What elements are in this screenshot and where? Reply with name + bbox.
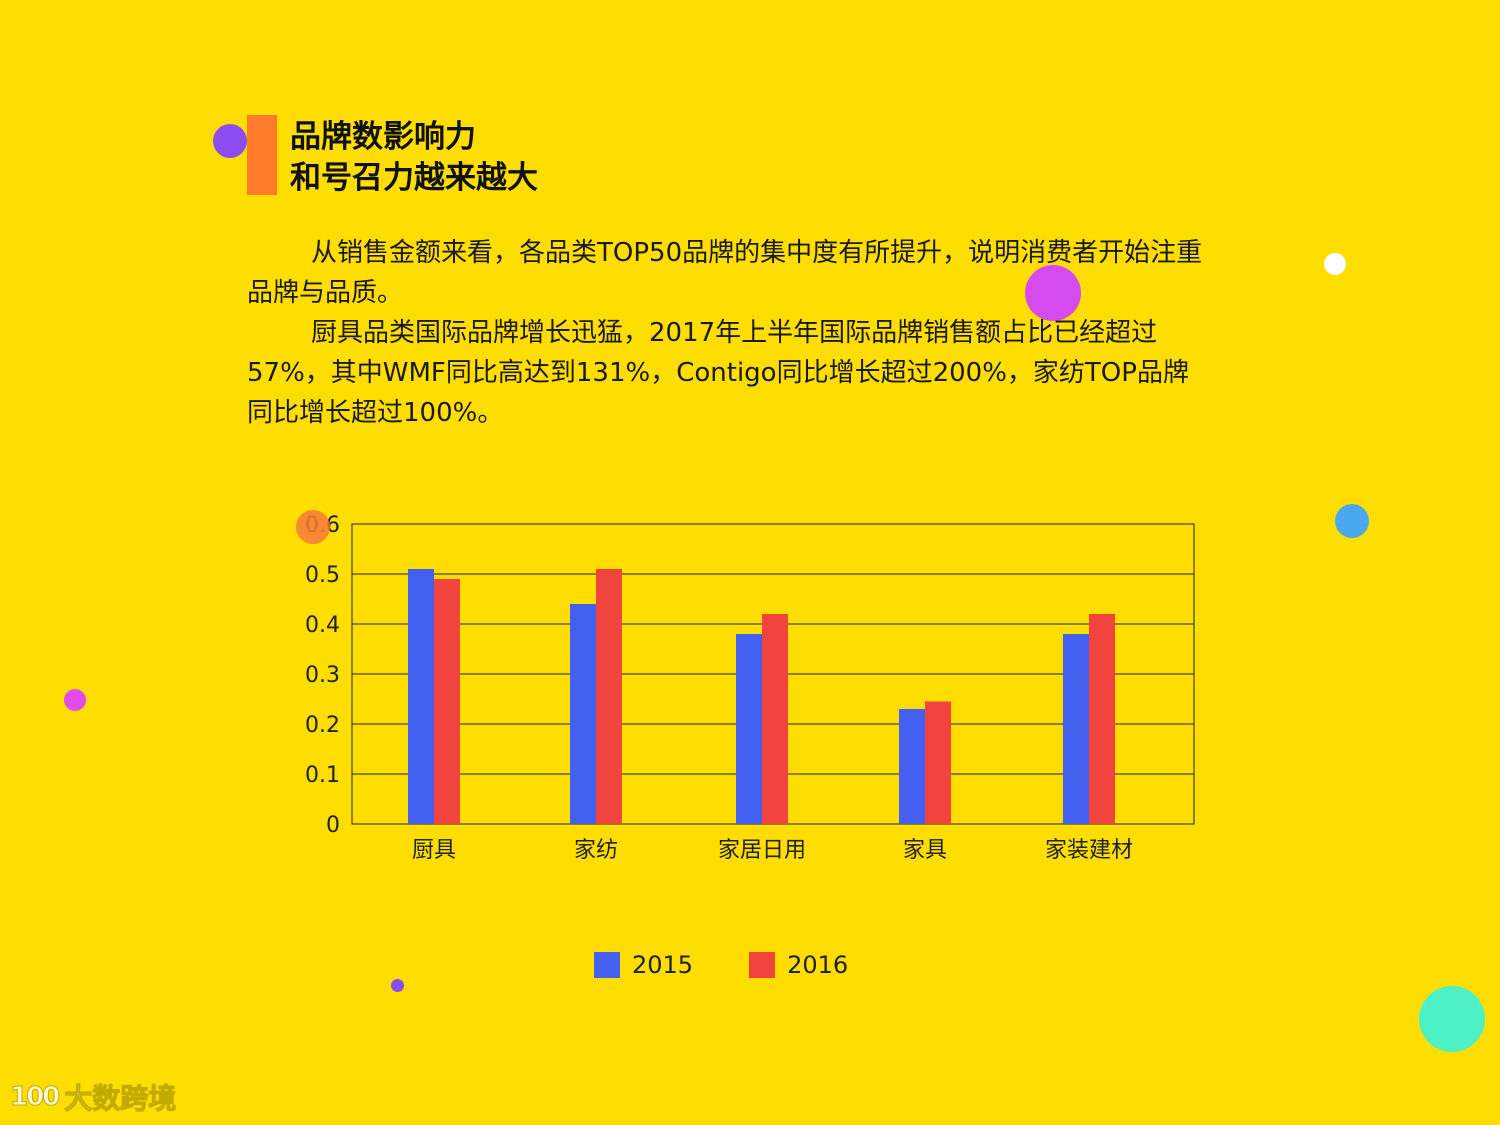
bar-2016-0 bbox=[434, 579, 460, 824]
bar-2015-0 bbox=[408, 569, 434, 824]
x-tick-label: 家具 bbox=[903, 838, 947, 863]
paragraph-2: 厨具品类国际品牌增长迅猛，2017年上半年国际品牌销售额占比已经超过57%，其中… bbox=[247, 318, 1189, 428]
body-text: 从销售金额来看，各品类TOP50品牌的集中度有所提升，说明消费者开始注重品牌与品… bbox=[247, 233, 1207, 433]
legend-item-2015: 2015 bbox=[594, 951, 693, 979]
bar-2015-1 bbox=[570, 604, 596, 824]
bar-2016-1 bbox=[596, 569, 622, 824]
legend-label-2015: 2015 bbox=[632, 951, 694, 979]
x-tick-label: 家居日用 bbox=[718, 838, 806, 863]
decor-dot-purple-small bbox=[391, 979, 404, 992]
legend-label-2016: 2016 bbox=[787, 951, 849, 979]
y-tick-label: 0 bbox=[326, 813, 340, 838]
bar-2015-4 bbox=[1063, 634, 1089, 824]
page-title: 品牌数影响力 和号召力越来越大 bbox=[290, 117, 538, 199]
title-accent-bar bbox=[247, 115, 277, 195]
y-tick-label: 0.3 bbox=[305, 663, 340, 688]
y-tick-label: 0.1 bbox=[305, 763, 340, 788]
decor-dot-purple bbox=[213, 124, 247, 158]
bar-2015-2 bbox=[736, 634, 762, 824]
title-line-1: 品牌数影响力 bbox=[290, 119, 476, 155]
chart-legend: 2015 2016 bbox=[594, 951, 848, 979]
x-tick-label: 厨具 bbox=[412, 838, 456, 863]
logo-text: 大数跨境 bbox=[64, 1082, 177, 1116]
bar-2015-3 bbox=[899, 709, 925, 824]
legend-item-2016: 2016 bbox=[749, 951, 848, 979]
decor-dot-blue bbox=[1335, 504, 1369, 538]
paragraph-1: 从销售金额来看，各品类TOP50品牌的集中度有所提升，说明消费者开始注重品牌与品… bbox=[247, 238, 1203, 308]
y-tick-label: 0.4 bbox=[305, 613, 340, 638]
decor-dot-magenta-large bbox=[1025, 265, 1081, 321]
brand-logo: 100 大数跨境 bbox=[9, 1077, 177, 1117]
legend-swatch-2015 bbox=[594, 952, 620, 978]
x-tick-label: 家纺 bbox=[574, 838, 618, 863]
decor-dot-magenta-small bbox=[64, 689, 86, 711]
decor-dot-orange bbox=[296, 510, 330, 544]
bar-2016-3 bbox=[925, 701, 951, 824]
bar-2016-4 bbox=[1089, 614, 1115, 824]
y-tick-label: 0.5 bbox=[305, 563, 340, 588]
x-tick-label: 家装建材 bbox=[1045, 838, 1133, 863]
legend-swatch-2016 bbox=[749, 952, 776, 978]
logo-mark: 100 bbox=[9, 1082, 60, 1113]
decor-dot-teal bbox=[1419, 986, 1485, 1052]
decor-dot-white bbox=[1324, 253, 1346, 275]
y-tick-label: 0.2 bbox=[305, 713, 340, 738]
title-line-2: 和号召力越来越大 bbox=[290, 160, 538, 196]
bar-2016-2 bbox=[762, 614, 788, 824]
